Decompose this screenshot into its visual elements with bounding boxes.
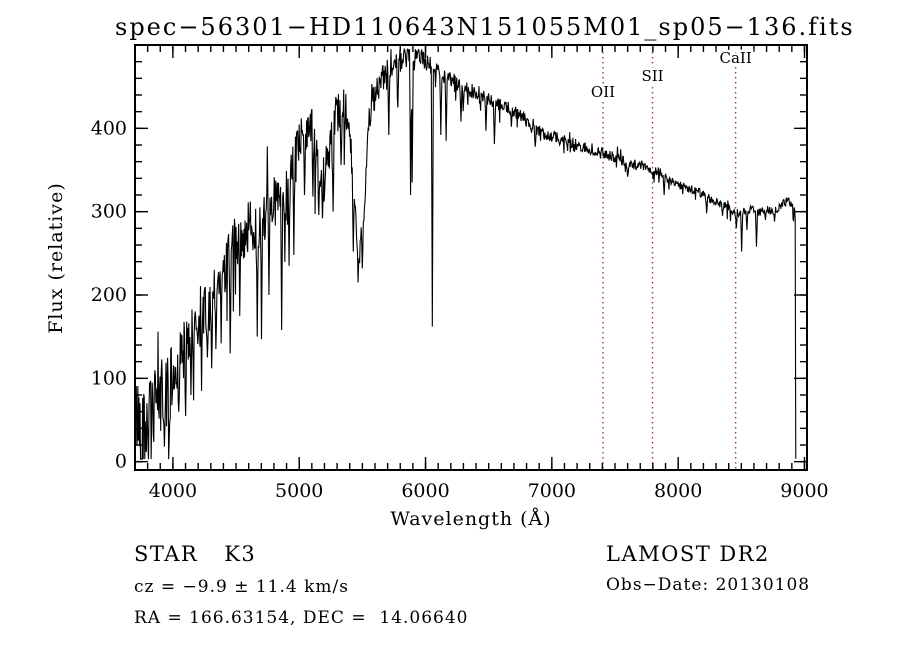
- marker-label-oii: OII: [591, 83, 615, 101]
- plot-title: spec−56301−HD110643N151055M01_sp05−136.f…: [115, 13, 855, 41]
- object-classification: STAR K3: [134, 542, 256, 566]
- x-tick-label: 4000: [149, 480, 197, 502]
- plot-frame: [134, 44, 808, 471]
- x-tick-label: 8000: [654, 480, 702, 502]
- x-tick-label: 6000: [401, 480, 449, 502]
- spectrum-line: [135, 47, 797, 460]
- y-tick-label: 400: [91, 117, 127, 139]
- ra-dec-text: RA = 166.63154, DEC = 14.06640: [134, 608, 469, 628]
- y-tick-label: 200: [91, 284, 127, 306]
- x-tick-label: 9000: [780, 480, 828, 502]
- class-value: K3: [224, 542, 257, 566]
- radial-velocity-text: cz = −9.9 ± 11.4 km/s: [134, 577, 349, 597]
- marker-label-caii: CaII: [719, 49, 751, 67]
- spectrum-group: [135, 47, 797, 460]
- survey-name: LAMOST DR2: [606, 542, 770, 566]
- y-axis-label: Flux (relative): [45, 182, 67, 334]
- axes-group: [134, 44, 808, 471]
- obs-date-text: Obs−Date: 20130108: [606, 575, 811, 595]
- labels-group: 4000 5000 6000 7000 8000 9000 0 100 200 300 400 Wav…: [45, 47, 829, 531]
- x-tick-label: 5000: [275, 480, 323, 502]
- y-tick-label: 300: [91, 201, 127, 223]
- y-tick-label: 0: [115, 451, 127, 473]
- y-tick-label: 100: [91, 367, 127, 389]
- class-label: STAR: [134, 542, 199, 566]
- x-tick-label: 7000: [528, 480, 576, 502]
- marker-lines-group: [602, 52, 737, 469]
- marker-label-sii: SII: [641, 67, 663, 85]
- x-axis-label: Wavelength (Å): [390, 508, 551, 530]
